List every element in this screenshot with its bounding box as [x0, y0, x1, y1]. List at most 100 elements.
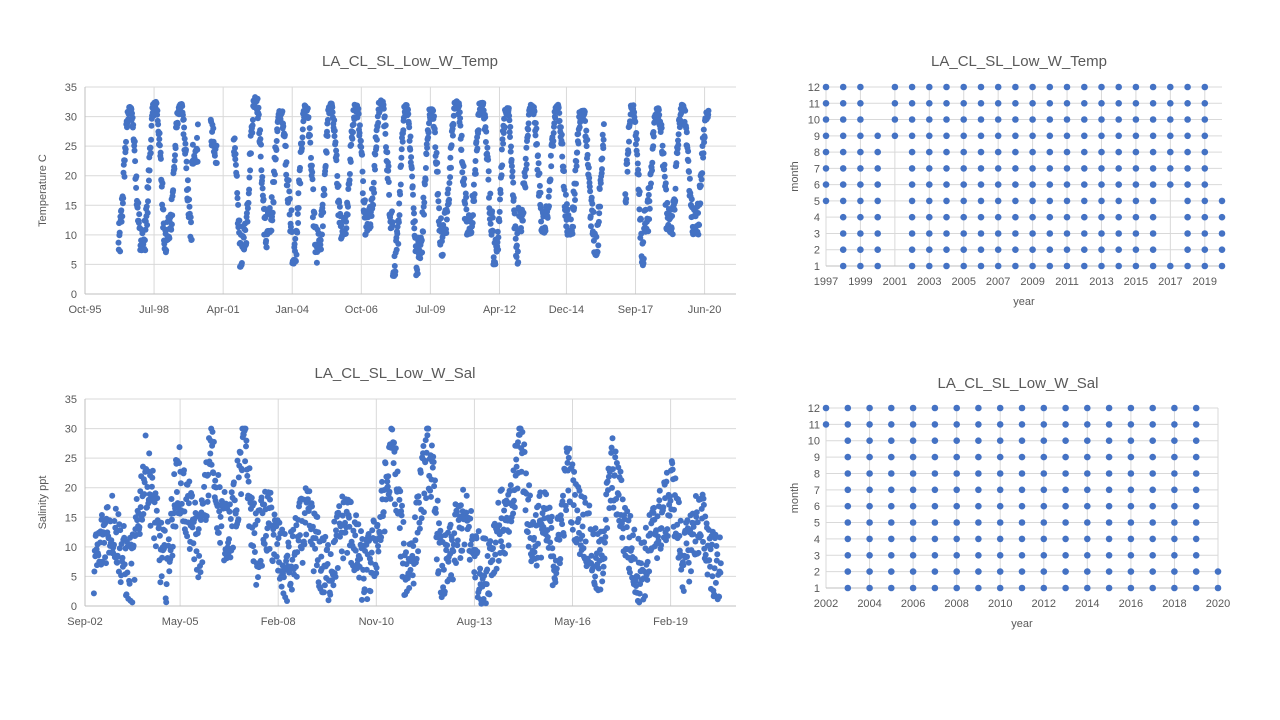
data-point [156, 136, 163, 143]
data-point [466, 556, 473, 563]
data-point [1084, 470, 1091, 477]
data-point [315, 529, 322, 536]
data-point [1149, 404, 1156, 412]
data-point [400, 127, 407, 134]
data-point [507, 482, 514, 489]
data-point [436, 520, 442, 527]
data-point [1046, 197, 1054, 205]
data-point [498, 146, 505, 153]
data-point [183, 146, 189, 153]
data-point [615, 491, 622, 498]
data-point [601, 539, 608, 546]
data-point [1127, 584, 1135, 592]
data-point [1171, 404, 1178, 412]
data-point [385, 163, 392, 170]
data-point [195, 574, 202, 581]
data-point [704, 571, 711, 578]
data-point [542, 227, 549, 234]
data-point [857, 83, 864, 91]
data-point [501, 115, 508, 122]
data-point [874, 213, 881, 221]
data-point [975, 552, 982, 559]
data-point [145, 184, 152, 191]
data-point [677, 517, 684, 524]
data-point [909, 519, 917, 526]
data-point [1127, 535, 1135, 543]
data-point [822, 404, 830, 412]
data-point [136, 531, 143, 537]
x-tick-label: 2015 [1124, 276, 1148, 288]
data-point [1184, 262, 1191, 270]
data-point [943, 197, 950, 205]
x-tick-label: 2004 [857, 598, 881, 610]
data-point [994, 213, 1002, 221]
data-point [857, 100, 864, 107]
data-point [926, 197, 933, 205]
data-point [1018, 404, 1026, 412]
data-point [487, 190, 494, 197]
data-point [523, 144, 530, 151]
data-point [559, 140, 566, 147]
data-point [172, 145, 179, 152]
data-point [250, 543, 257, 550]
data-point [588, 552, 595, 559]
data-point [443, 230, 450, 236]
data-point [1098, 148, 1105, 156]
data-point [297, 164, 303, 171]
data-point [187, 214, 194, 221]
data-point [597, 546, 603, 553]
data-point [365, 531, 372, 537]
data-point [486, 591, 493, 598]
data-point [334, 173, 341, 179]
data-point [664, 526, 671, 533]
data-point [888, 437, 895, 444]
data-point [549, 545, 556, 552]
data-point [525, 543, 532, 550]
data-point [333, 152, 340, 159]
data-point [339, 512, 346, 519]
data-point [384, 478, 391, 485]
data-point [498, 538, 504, 545]
data-point [532, 512, 539, 518]
data-point [279, 108, 286, 115]
data-point [697, 182, 704, 189]
data-point [400, 519, 407, 525]
data-point [909, 584, 917, 592]
data-point [519, 217, 526, 224]
data-point [975, 453, 982, 461]
data-point [496, 522, 503, 529]
data-point [701, 134, 708, 141]
data-point [500, 130, 507, 136]
data-point [507, 134, 513, 140]
data-point [684, 553, 690, 560]
data-point [284, 552, 291, 559]
data-point [306, 125, 313, 132]
data-point [568, 519, 575, 526]
data-point [510, 179, 517, 186]
data-point [296, 532, 303, 539]
data-point [1063, 262, 1071, 270]
data-point [205, 492, 212, 499]
data-point [484, 553, 491, 559]
data-point [844, 470, 852, 477]
data-point [563, 201, 570, 208]
data-point [194, 121, 201, 128]
data-point [531, 108, 538, 115]
data-point [344, 549, 351, 556]
data-point [508, 143, 514, 150]
data-point [633, 130, 640, 136]
data-point [977, 262, 985, 270]
data-point [844, 453, 852, 461]
data-point [994, 116, 1002, 123]
data-point [713, 543, 720, 549]
data-point [1171, 535, 1178, 543]
data-point [676, 532, 683, 539]
data-point [163, 581, 170, 588]
data-point [716, 593, 723, 600]
data-point [468, 229, 475, 236]
data-point [1184, 100, 1191, 107]
data-point [561, 186, 568, 193]
data-point [157, 579, 164, 586]
